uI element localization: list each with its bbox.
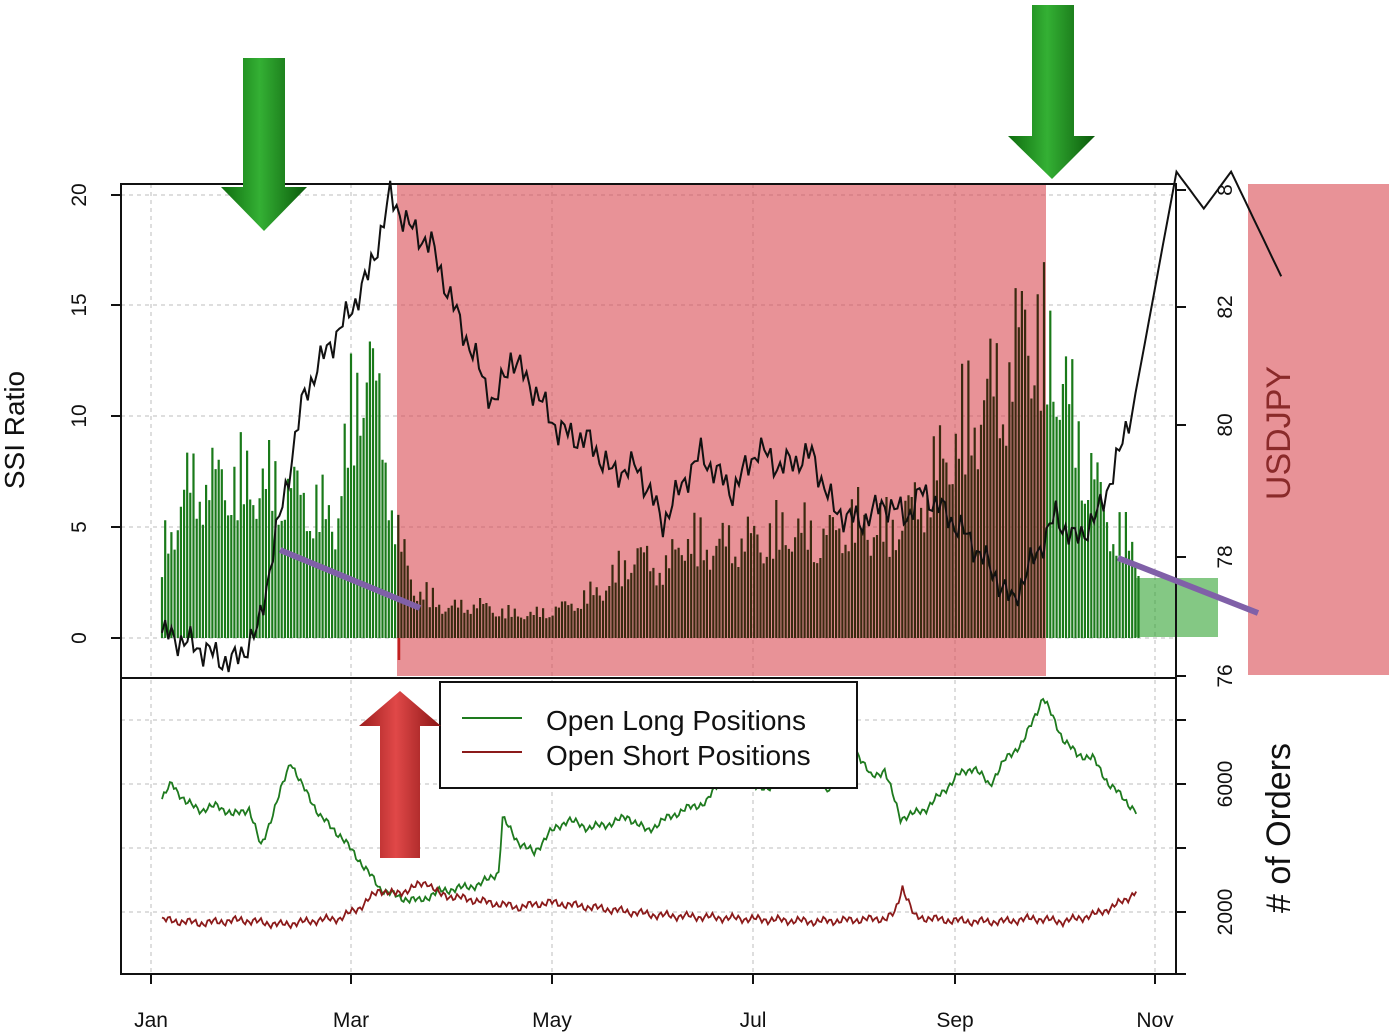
x-tick-label: Jan	[134, 1009, 168, 1032]
x-axis-labels: Jan Mar May Jul Sep Nov	[134, 1009, 1174, 1032]
ssi-bars	[160, 262, 1140, 660]
legend-box	[439, 681, 858, 789]
bearish-zone-legend-block	[1248, 184, 1389, 675]
ssi-tick-label: 0	[68, 632, 91, 644]
trend-line-annotation	[1116, 555, 1260, 616]
usdjpy-tick-label: 80	[1214, 413, 1237, 436]
legend-label-long: Open Long Positions	[546, 705, 806, 736]
down-arrow-icon	[221, 58, 307, 231]
open-long-line	[161, 697, 1138, 905]
orders-tick-label: 6000	[1214, 761, 1237, 808]
orders-axis-labels: 2000 6000 # of Orders	[1214, 743, 1298, 935]
orders-tick-label: 2000	[1214, 889, 1237, 936]
usdjpy-axis-title: USDJPY	[1260, 366, 1298, 500]
legend: Open Long Positions Open Short Positions	[439, 681, 858, 789]
usdjpy-tick-label: 8	[1214, 184, 1237, 196]
x-tick-label: Mar	[333, 1009, 369, 1032]
ssi-tick-label: 20	[68, 183, 91, 206]
ssi-axis-title: SSI Ratio	[0, 371, 30, 489]
ssi-axis-labels: 0 5 10 15 20 SSI Ratio	[0, 183, 91, 644]
usdjpy-line-group	[161, 169, 1283, 673]
ssi-tick-label: 5	[68, 521, 91, 533]
orders-lines	[161, 697, 1138, 930]
usdjpy-tick-label: 82	[1214, 295, 1237, 318]
axis-ticks	[111, 189, 1186, 984]
usdjpy-tick-label: 78	[1214, 545, 1237, 568]
x-tick-label: Jul	[740, 1009, 767, 1032]
usdjpy-tick-label: 76	[1214, 664, 1237, 687]
usdjpy-axis-labels: 76 78 80 82 8 USDJPY	[1214, 184, 1298, 688]
ssi-tick-label: 10	[68, 404, 91, 427]
x-tick-label: May	[532, 1009, 572, 1032]
orders-axis-title: # of Orders	[1260, 743, 1298, 913]
bottom-panel-frame	[120, 677, 1177, 975]
x-tick-label: Nov	[1136, 1009, 1174, 1032]
plot-frames	[120, 183, 1177, 975]
ssi-tick-label: 15	[68, 293, 91, 316]
up-arrow-icon	[359, 691, 441, 858]
trend-line-annotation	[278, 547, 422, 611]
legend-label-short: Open Short Positions	[546, 740, 811, 771]
down-arrow-icon	[1008, 5, 1095, 179]
open-short-line	[161, 879, 1137, 930]
x-tick-label: Sep	[936, 1009, 973, 1032]
usdjpy-line	[161, 169, 1283, 673]
